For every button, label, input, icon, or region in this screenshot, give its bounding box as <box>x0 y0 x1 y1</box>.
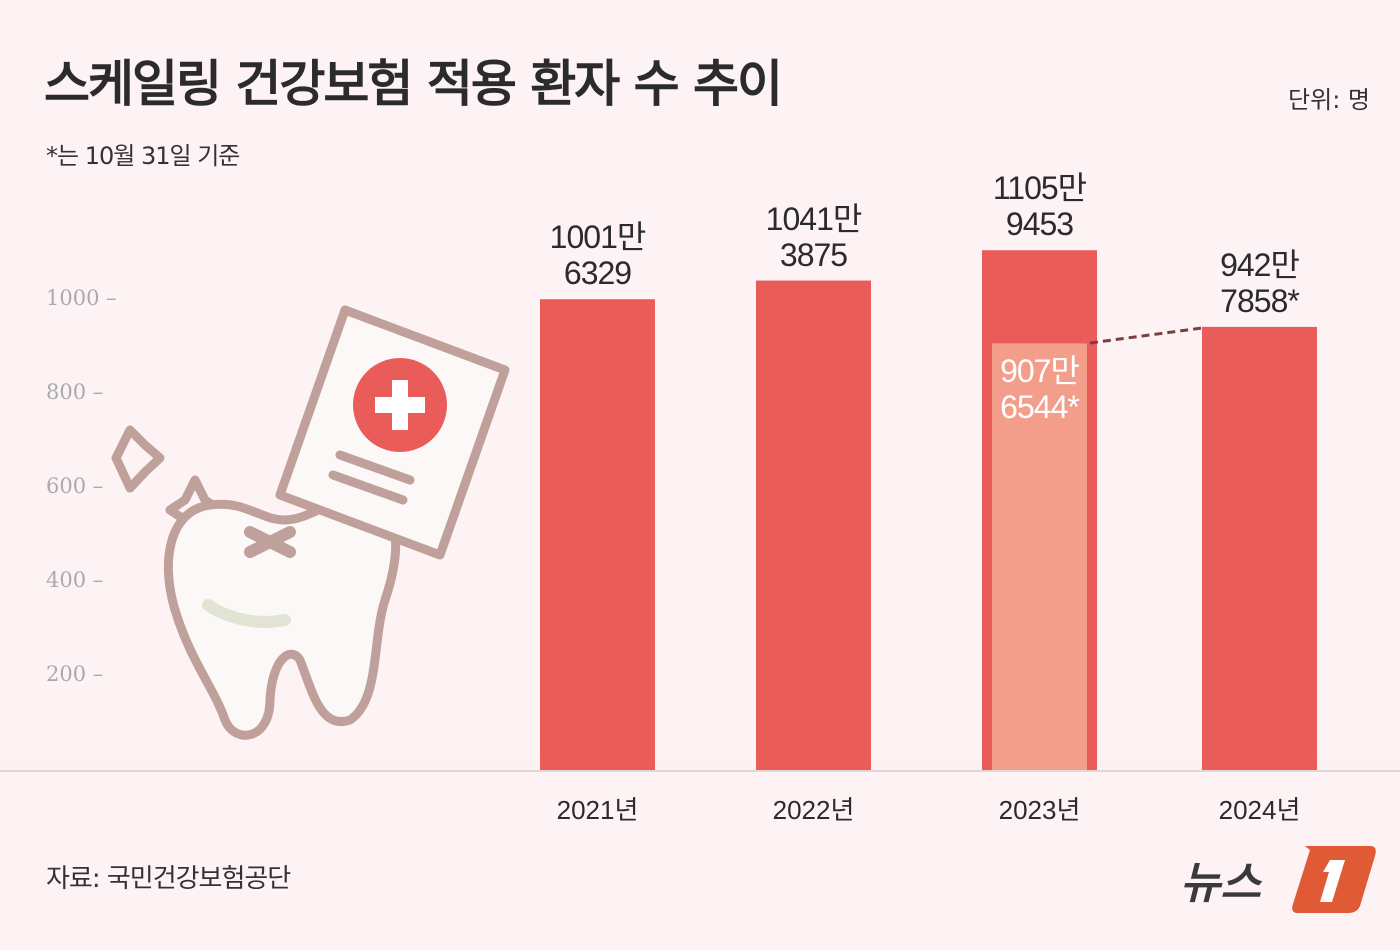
x-tick-label: 2023년 <box>998 795 1081 825</box>
y-tick-label: 1000 – <box>46 286 117 310</box>
bar-value-label-2022: 1041만 3875 <box>734 201 894 273</box>
bar-value-label-2021: 1001만 6329 <box>518 219 678 291</box>
value-label-line1: 1001만 <box>549 219 647 256</box>
bar-2021년 <box>540 299 655 770</box>
y-tick-label: 600 – <box>46 474 104 498</box>
connector-line <box>1089 326 1203 345</box>
bar-value-label-2024: 942만 7858* <box>1180 247 1340 319</box>
bar-value-label-2023: 1105만 9453 <box>960 170 1120 242</box>
tooth-illustration-icon <box>111 305 510 740</box>
svg-text:뉴스: 뉴스 <box>1180 858 1262 909</box>
y-tick-label: 400 – <box>46 568 104 592</box>
partial-bar-value-label: 907만 6544* <box>960 353 1120 425</box>
source-label: 자료: 국민건강보험공단 <box>46 864 291 894</box>
footnote: *는 10월 31일 기준 <box>46 142 240 170</box>
x-tick-label: 2024년 <box>1218 795 1301 825</box>
news1-logo: 뉴스 <box>1180 846 1376 913</box>
y-tick-label: 200 – <box>46 662 104 686</box>
value-label-line2: 7858* <box>1220 282 1300 319</box>
bar-2022년 <box>756 280 871 770</box>
value-label-line2: 9453 <box>1005 206 1074 243</box>
y-tick-label: 800 – <box>46 380 104 404</box>
partial-label-line2: 6544* <box>1000 389 1080 426</box>
baseline <box>0 770 1400 772</box>
value-label-line1: 942만 <box>1220 246 1300 283</box>
page-title: 스케일링 건강보험 적용 환자 수 추이 <box>44 55 783 113</box>
partial-bar <box>992 343 1087 770</box>
x-tick-label: 2022년 <box>772 795 855 825</box>
bar-2024년 <box>1202 326 1317 770</box>
value-label-line2: 3875 <box>779 236 848 273</box>
value-label-line1: 1041만 <box>765 200 863 237</box>
value-label-line1: 1105만 <box>992 170 1087 207</box>
partial-label-line1: 907만 <box>1000 353 1080 390</box>
x-tick-label: 2021년 <box>556 795 639 825</box>
unit-label: 단위: 명 <box>1288 86 1370 114</box>
value-label-line2: 6329 <box>563 255 632 292</box>
